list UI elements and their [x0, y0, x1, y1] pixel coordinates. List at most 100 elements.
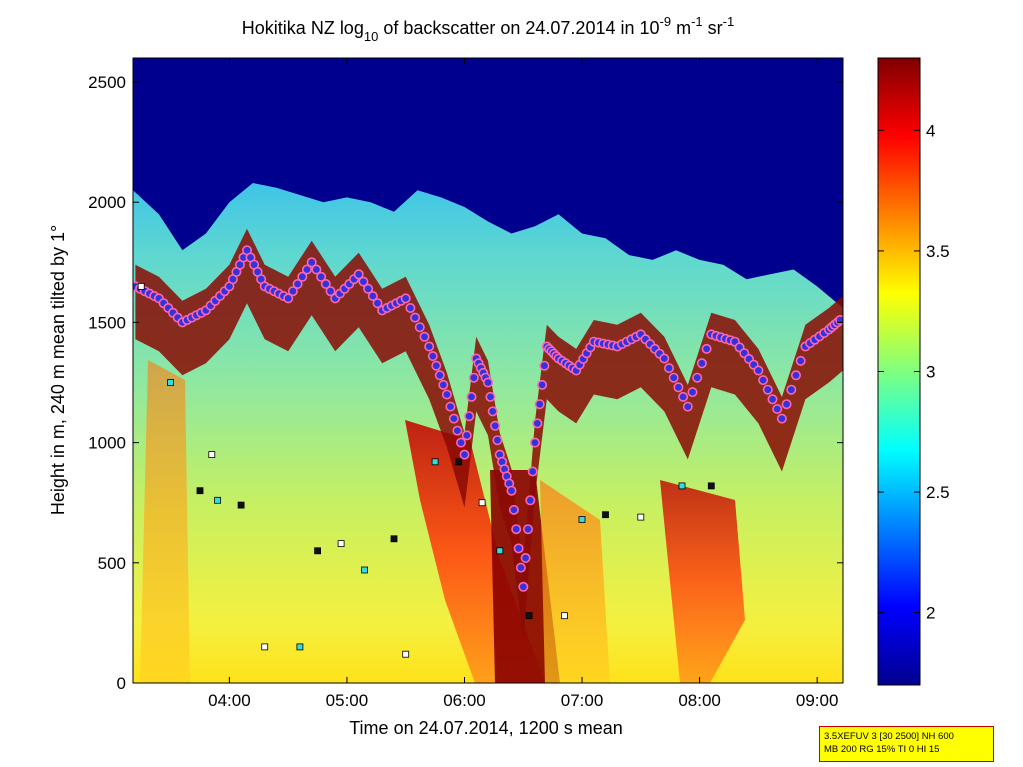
cloud-base-marker — [673, 382, 684, 393]
y-tick-label: 0 — [117, 674, 126, 693]
info-line-1: 3.5XEFUV 3 [30 2500] NH 600 — [824, 731, 954, 742]
cloud-base-marker — [511, 524, 522, 535]
y-axis-label: Height in m, 240 m mean tilted by 1° — [48, 225, 68, 515]
cloud-base-marker — [311, 264, 322, 275]
cloud-base-marker — [405, 302, 416, 313]
x-tick-label: 08:00 — [678, 691, 721, 710]
cloud-base-marker — [424, 341, 435, 352]
info-line-2: MB 200 RG 15% TI 0 HI 15 — [824, 744, 940, 755]
cloud-base-marker — [762, 384, 773, 395]
cloud-base-marker — [534, 399, 545, 410]
cloud-base-marker — [316, 271, 327, 282]
cloud-base-marker — [419, 331, 430, 342]
cloud-base-marker — [485, 391, 496, 402]
plume-0800 — [660, 480, 745, 683]
cloud-base-marker — [781, 399, 792, 410]
cloud-base-marker — [529, 437, 540, 448]
cloud-base-marker — [287, 286, 298, 297]
cloud-base-marker — [520, 552, 531, 563]
cloud-band — [135, 228, 843, 640]
cloud-base-marker — [427, 351, 438, 362]
cloud-base-marker — [663, 363, 674, 374]
layer-marker — [214, 496, 222, 504]
layer-markers — [133, 245, 843, 658]
layer-marker — [337, 540, 345, 547]
cloud-base-marker — [687, 387, 698, 398]
cloud-base-marker — [515, 562, 526, 573]
cloud-base-marker — [490, 420, 501, 431]
layer-marker — [296, 643, 304, 651]
cloud-base-marker — [306, 257, 317, 268]
colorbar-tick-label: 3.5 — [926, 242, 950, 261]
cloud-base-marker — [464, 411, 475, 422]
cloud-base-marker — [297, 271, 308, 282]
colorbar-tick-label: 2 — [926, 604, 935, 623]
x-axis: 04:00 05:00 06:00 07:00 08:00 09:00 — [208, 58, 838, 710]
y-tick-label: 2000 — [88, 193, 126, 212]
x-tick-label: 07:00 — [561, 691, 604, 710]
cloud-base-marker — [400, 293, 411, 304]
cloud-base-marker — [776, 413, 787, 424]
layer-marker — [361, 566, 369, 574]
cloud-base-marker — [459, 449, 470, 460]
cloud-base-marker — [441, 389, 452, 400]
cloud-base-marker — [492, 435, 503, 446]
cloud-base-marker — [786, 384, 797, 395]
layer-marker — [478, 499, 486, 507]
y-tick-label: 1000 — [88, 434, 126, 453]
layer-marker — [496, 547, 504, 555]
y-tick-label: 1500 — [88, 313, 126, 332]
layer-marker — [431, 458, 439, 466]
plume-0630-orange — [540, 480, 610, 683]
cloud-base-marker — [468, 372, 479, 383]
cloud-base-marker — [353, 269, 364, 280]
layer-marker — [208, 451, 216, 459]
y-tick-label: 2500 — [88, 73, 126, 92]
cloud-base-marker — [372, 298, 383, 309]
colorbar — [877, 57, 921, 686]
cloud-base-marker — [363, 283, 374, 294]
plume-0350 — [140, 360, 190, 683]
layer-marker — [137, 282, 145, 290]
cloud-base-marker — [438, 379, 449, 390]
x-tick-label: 06:00 — [443, 691, 486, 710]
x-tick-label: 04:00 — [208, 691, 251, 710]
cloud-base-marker — [325, 286, 336, 297]
layer-marker — [261, 643, 269, 651]
cloud-base-marker — [434, 370, 445, 381]
cloud-base-marker — [537, 379, 548, 390]
cloud-base-marker — [482, 377, 493, 388]
layer-marker — [167, 379, 175, 386]
cloud-base-marker — [445, 401, 456, 412]
cloud-base-marker — [452, 425, 463, 436]
layer-marker — [390, 535, 398, 543]
x-tick-label: 09:00 — [796, 691, 839, 710]
cloud-base-marker — [767, 394, 778, 405]
processing-info-box: 3.5XEFUV 3 [30 2500] NH 600 MB 200 RG 15… — [819, 726, 994, 762]
cloud-base-marker — [320, 278, 331, 289]
cloud-base-marker — [527, 466, 538, 477]
layer-marker — [237, 501, 245, 509]
layer-marker — [314, 547, 322, 555]
cloud-base-marker — [487, 406, 498, 417]
colorbar-tick-label: 3 — [926, 363, 935, 382]
cloud-base-marker — [692, 372, 703, 383]
cloud-base-marker — [292, 278, 303, 289]
cloud-base-marker — [539, 360, 550, 371]
cloud-base-marker — [283, 293, 294, 304]
layer-marker — [707, 482, 715, 490]
cloud-base-marker — [525, 495, 536, 506]
x-tick-label: 05:00 — [326, 691, 369, 710]
cloud-base-marker — [701, 343, 712, 354]
colorbar-tick-label: 4 — [926, 121, 935, 140]
cloud-base-marker — [358, 276, 369, 287]
cloud-base-marker — [367, 290, 378, 301]
cloud-base-marker — [682, 401, 693, 412]
cloud-base-marker — [448, 413, 459, 424]
y-axis: 0 500 1000 1500 2000 2500 — [88, 73, 843, 693]
cloud-base-marker — [461, 430, 472, 441]
cloud-base-marker — [466, 391, 477, 402]
cloud-base-marker — [518, 581, 529, 592]
colorbar-tick-label: 2.5 — [926, 483, 950, 502]
